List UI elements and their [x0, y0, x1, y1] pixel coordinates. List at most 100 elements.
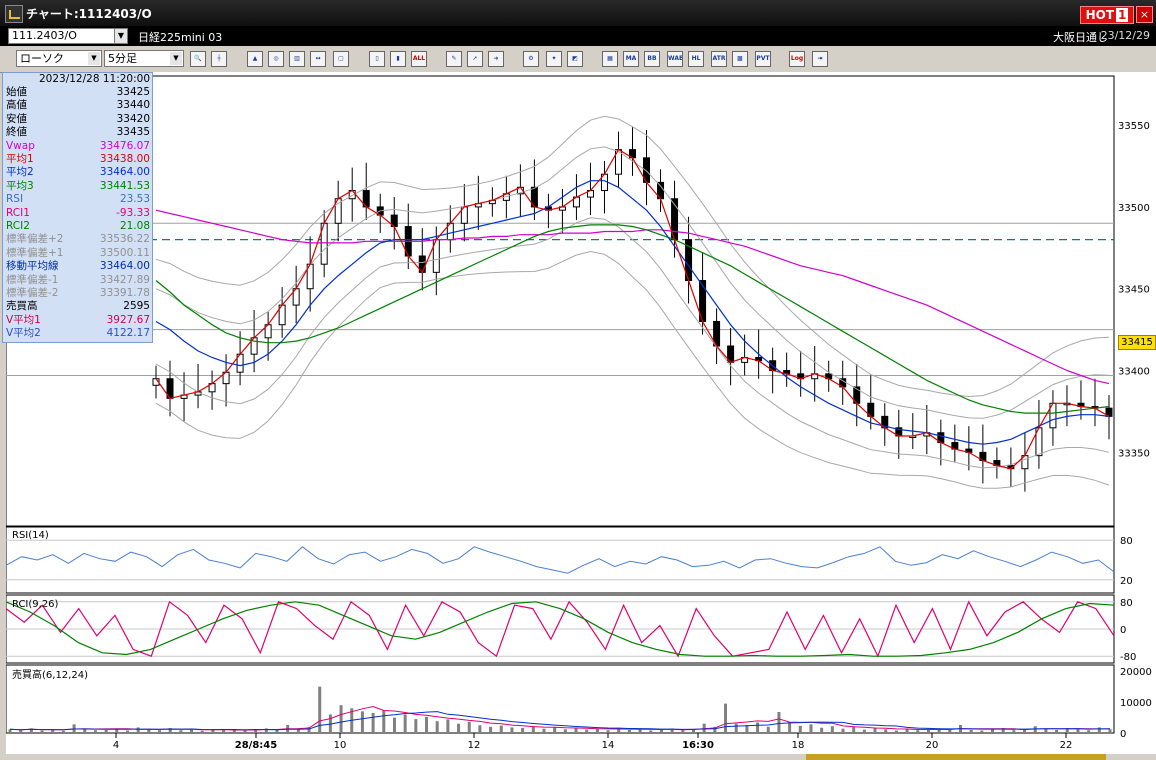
chart-panel — [5, 526, 1115, 594]
chart-area[interactable]: 33550 33500 33450 33400 33350 4 28/8:45 10 12 14 1… — [5, 72, 1156, 754]
rsi-tick-label: 80 — [1120, 536, 1133, 547]
volume-bar — [190, 729, 194, 733]
volume-bar — [1076, 728, 1080, 733]
tool-b-icon[interactable]: ◎ — [268, 51, 284, 67]
y-tick-label: 33350 — [1118, 448, 1150, 459]
data-row: 高値 33440 — [6, 99, 150, 112]
data-row-label: 高値 — [6, 99, 27, 112]
volume-tick-label: 20000 — [1120, 667, 1152, 678]
atr-button[interactable]: ATR — [711, 51, 727, 67]
data-timestamp: 2023/12/28 11:20:00 — [38, 73, 150, 85]
color-icon[interactable]: ◩ — [567, 51, 583, 67]
tool-d-icon[interactable]: ↔ — [310, 51, 326, 67]
volume-bar — [681, 730, 685, 733]
window-titlebar: チャート:1112403/O HOT 1 × — [0, 0, 1156, 26]
last-price-tag: 33415 — [1118, 335, 1156, 350]
settings-icon[interactable]: ⚙ — [523, 51, 539, 67]
data-row-label: 標準偏差-1 — [6, 273, 59, 286]
data-row-value: 33435 — [116, 126, 150, 139]
symbol-input[interactable]: 111.2403/O — [8, 28, 117, 44]
data-row: Vwap 33476.07 — [6, 140, 150, 153]
volume-bar — [1108, 729, 1112, 733]
data-row: V平均2 4122.17 — [6, 327, 150, 340]
pvt-button[interactable]: PVT — [755, 51, 771, 67]
grid-icon[interactable]: ▦ — [602, 51, 618, 67]
tool-c-icon[interactable]: ▥ — [289, 51, 305, 67]
chart-panel — [5, 75, 1115, 527]
chevron-down-icon: ▼ — [88, 52, 100, 65]
volume-bar — [862, 729, 866, 733]
volume-bar — [403, 714, 407, 733]
data-row: 標準偏差+2 33536.22 — [6, 233, 150, 246]
volume-bar — [852, 727, 856, 733]
wae-button[interactable]: WAE — [667, 51, 683, 67]
arrow-icon[interactable]: ➜ — [488, 51, 504, 67]
chevron-down-icon[interactable]: ▼ — [114, 28, 128, 44]
volume-bar — [61, 730, 65, 733]
interval-select[interactable]: 5分足 ▼ — [104, 50, 184, 67]
volume-bar — [1087, 730, 1091, 733]
volume-bar — [243, 730, 247, 733]
hl-button[interactable]: HL — [688, 51, 704, 67]
volume-bar — [29, 728, 33, 733]
volume-bar — [937, 728, 941, 733]
volume-bar — [40, 730, 44, 733]
volume-bar — [1065, 728, 1069, 733]
volume-bar — [275, 729, 279, 733]
candle-icon[interactable]: ▯ — [369, 51, 385, 67]
zoom-icon[interactable]: 🔍 — [190, 51, 206, 67]
volume-bar — [125, 730, 129, 733]
data-row-label: V平均1 — [6, 313, 41, 326]
volume-bar — [104, 729, 108, 733]
pen-icon[interactable]: ✎ — [446, 51, 462, 67]
volume-bar — [670, 728, 674, 733]
data-row-value: 4122.17 — [106, 327, 150, 340]
data-row-value: 33441.53 — [99, 179, 150, 192]
bollinger-band — [155, 146, 1110, 419]
data-row-label: RCI1 — [6, 206, 30, 219]
log-button[interactable]: Log — [789, 51, 805, 67]
wrench-icon[interactable]: ✦ — [546, 51, 562, 67]
status-strip — [806, 754, 1106, 760]
exit-icon[interactable]: ⇥ — [812, 51, 828, 67]
bar-icon[interactable]: ▮ — [390, 51, 406, 67]
volume-bar — [382, 710, 386, 733]
bb-button[interactable]: BB — [644, 51, 660, 67]
volume-bar — [499, 725, 503, 733]
rsi-label: RSI(14) — [12, 530, 49, 541]
volume-bar — [200, 730, 204, 733]
volume-bar — [360, 711, 364, 733]
tool-a-icon[interactable]: ▲ — [247, 51, 263, 67]
data-row: 売買高 2595 — [6, 300, 150, 313]
data-row-value: 23.53 — [119, 193, 150, 206]
tool-e-icon[interactable]: ▢ — [333, 51, 349, 67]
all-button[interactable]: ALL — [411, 51, 427, 67]
x-tick-label: 10 — [334, 740, 347, 751]
data-row-value: 33420 — [116, 112, 150, 125]
volume-bar — [531, 726, 535, 733]
volume-bar — [222, 728, 226, 733]
chart-type-select[interactable]: ローソク ▼ — [16, 50, 102, 67]
hot-button[interactable]: HOT 1 — [1080, 6, 1134, 24]
x-tick-label: 14 — [602, 740, 615, 751]
data-row-value: 3927.67 — [106, 313, 150, 326]
crosshair-icon[interactable]: ┼ — [211, 51, 227, 67]
data-row: RSI 23.53 — [6, 193, 150, 206]
volume-bar — [916, 730, 920, 733]
volume-bar — [425, 716, 429, 733]
bb2-icon[interactable]: ▩ — [732, 51, 748, 67]
volume-bar — [585, 729, 589, 733]
x-tick-label: 18 — [792, 740, 805, 751]
volume-bar — [510, 727, 514, 733]
y-tick-label: 33400 — [1118, 367, 1150, 378]
data-row-label: 標準偏差+2 — [6, 233, 64, 246]
ma-button[interactable]: MA — [623, 51, 639, 67]
data-row: V平均1 3927.67 — [6, 314, 150, 327]
close-icon[interactable]: × — [1136, 6, 1153, 23]
data-row: RCI2 21.08 — [6, 220, 150, 233]
cursor-icon[interactable]: ➚ — [467, 51, 483, 67]
volume-bar — [969, 729, 973, 733]
volume-bar — [457, 723, 461, 733]
volume-bar — [659, 729, 663, 733]
data-row-label: 平均3 — [6, 179, 34, 192]
